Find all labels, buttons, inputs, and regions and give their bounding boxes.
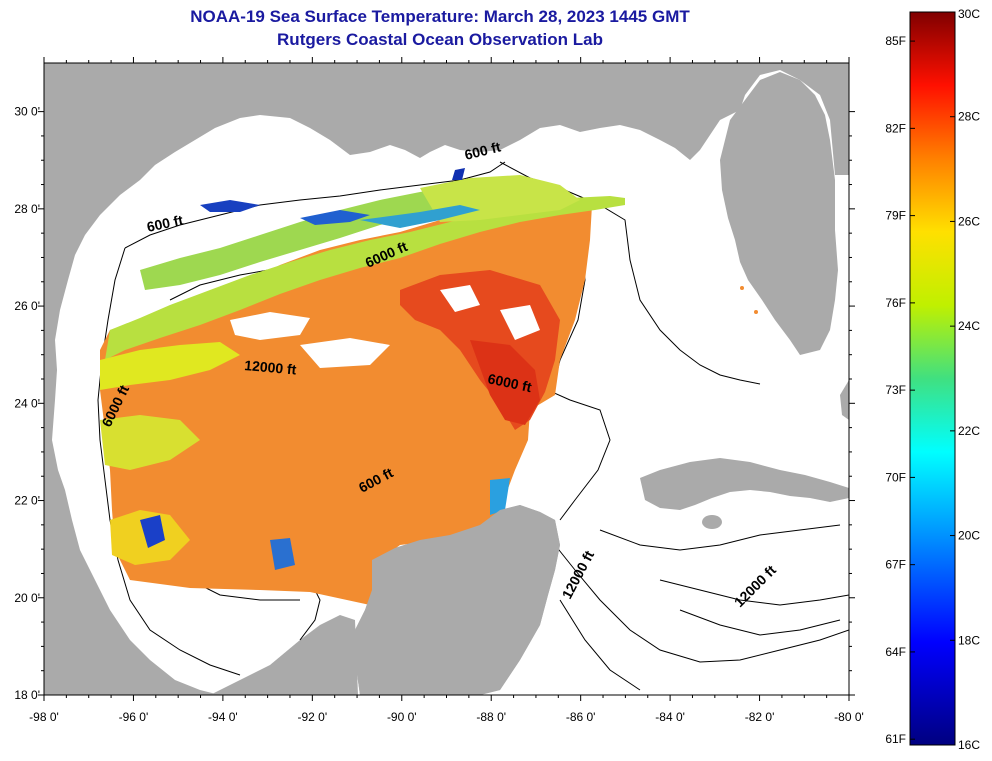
y-tick-label: 26 0' xyxy=(14,299,40,313)
map-title: NOAA-19 Sea Surface Temperature: March 2… xyxy=(190,7,690,26)
colorbar-celsius-label: 16C xyxy=(958,738,980,752)
colorbar-fahrenheit-label: 73F xyxy=(885,383,906,397)
colorbar-fahrenheit-label: 70F xyxy=(885,470,906,484)
colorbar-fahrenheit-label: 61F xyxy=(885,732,906,746)
x-tick-label: -84 0' xyxy=(655,710,685,724)
x-tick-label: -82 0' xyxy=(745,710,775,724)
colorbar-celsius-label: 22C xyxy=(958,424,980,438)
colorbar-gradient xyxy=(909,11,956,746)
x-tick-label: -86 0' xyxy=(566,710,596,724)
y-tick-label: 22 0' xyxy=(14,494,40,508)
y-tick-label: 24 0' xyxy=(14,396,40,410)
x-tick-label: -98 0' xyxy=(29,710,59,724)
y-tick-label: 30 0' xyxy=(14,105,40,119)
contour-label-12000-central: 12000 ft xyxy=(244,357,298,378)
y-tick-label: 18 0' xyxy=(14,688,40,702)
colorbar-fahrenheit-label: 64F xyxy=(885,645,906,659)
colorbar-fahrenheit-label: 82F xyxy=(885,121,906,135)
x-tick-label: -80 0' xyxy=(834,710,864,724)
colorbar-fahrenheit-label: 85F xyxy=(885,34,906,48)
colorbar-celsius-label: 20C xyxy=(958,529,980,543)
contour-label-600-west: 600 ft xyxy=(145,212,184,235)
x-tick-label: -94 0' xyxy=(208,710,238,724)
colorbar-celsius-labels: 30C 28C 26C 24C 22C 20C 18C 16C xyxy=(950,7,980,752)
colorbar-celsius-label: 24C xyxy=(958,319,980,333)
x-tick-label: -96 0' xyxy=(119,710,149,724)
colorbar-celsius-label: 26C xyxy=(958,214,980,228)
x-tick-label: -90 0' xyxy=(387,710,417,724)
colorbar: 85F 82F 79F 76F 73F 70F 67F 64F 61F 30C 28C 26C 24C… xyxy=(885,7,980,752)
colorbar-celsius-label: 28C xyxy=(958,110,980,124)
colorbar-celsius-label: 30C xyxy=(958,7,980,21)
map-subtitle: Rutgers Coastal Ocean Observation Lab xyxy=(277,30,603,49)
x-tick-label: -92 0' xyxy=(298,710,328,724)
colorbar-fahrenheit-labels: 85F 82F 79F 76F 73F 70F 67F 64F 61F xyxy=(885,34,915,746)
y-tick-label: 20 0' xyxy=(14,591,40,605)
colorbar-fahrenheit-label: 76F xyxy=(885,296,906,310)
colorbar-fahrenheit-label: 79F xyxy=(885,209,906,223)
colorbar-celsius-label: 18C xyxy=(958,633,980,647)
y-axis: 30 0' 28 0' 26 0' 24 0' 22 0' 20 0' 18 0' xyxy=(14,105,855,702)
y-tick-label: 28 0' xyxy=(14,202,40,216)
x-tick-label: -88 0' xyxy=(476,710,506,724)
colorbar-fahrenheit-label: 67F xyxy=(885,558,906,572)
x-axis: -98 0' -96 0' -94 0' -92 0' -90 0' -88 0' -86 … xyxy=(29,57,864,724)
sst-data xyxy=(100,168,758,605)
